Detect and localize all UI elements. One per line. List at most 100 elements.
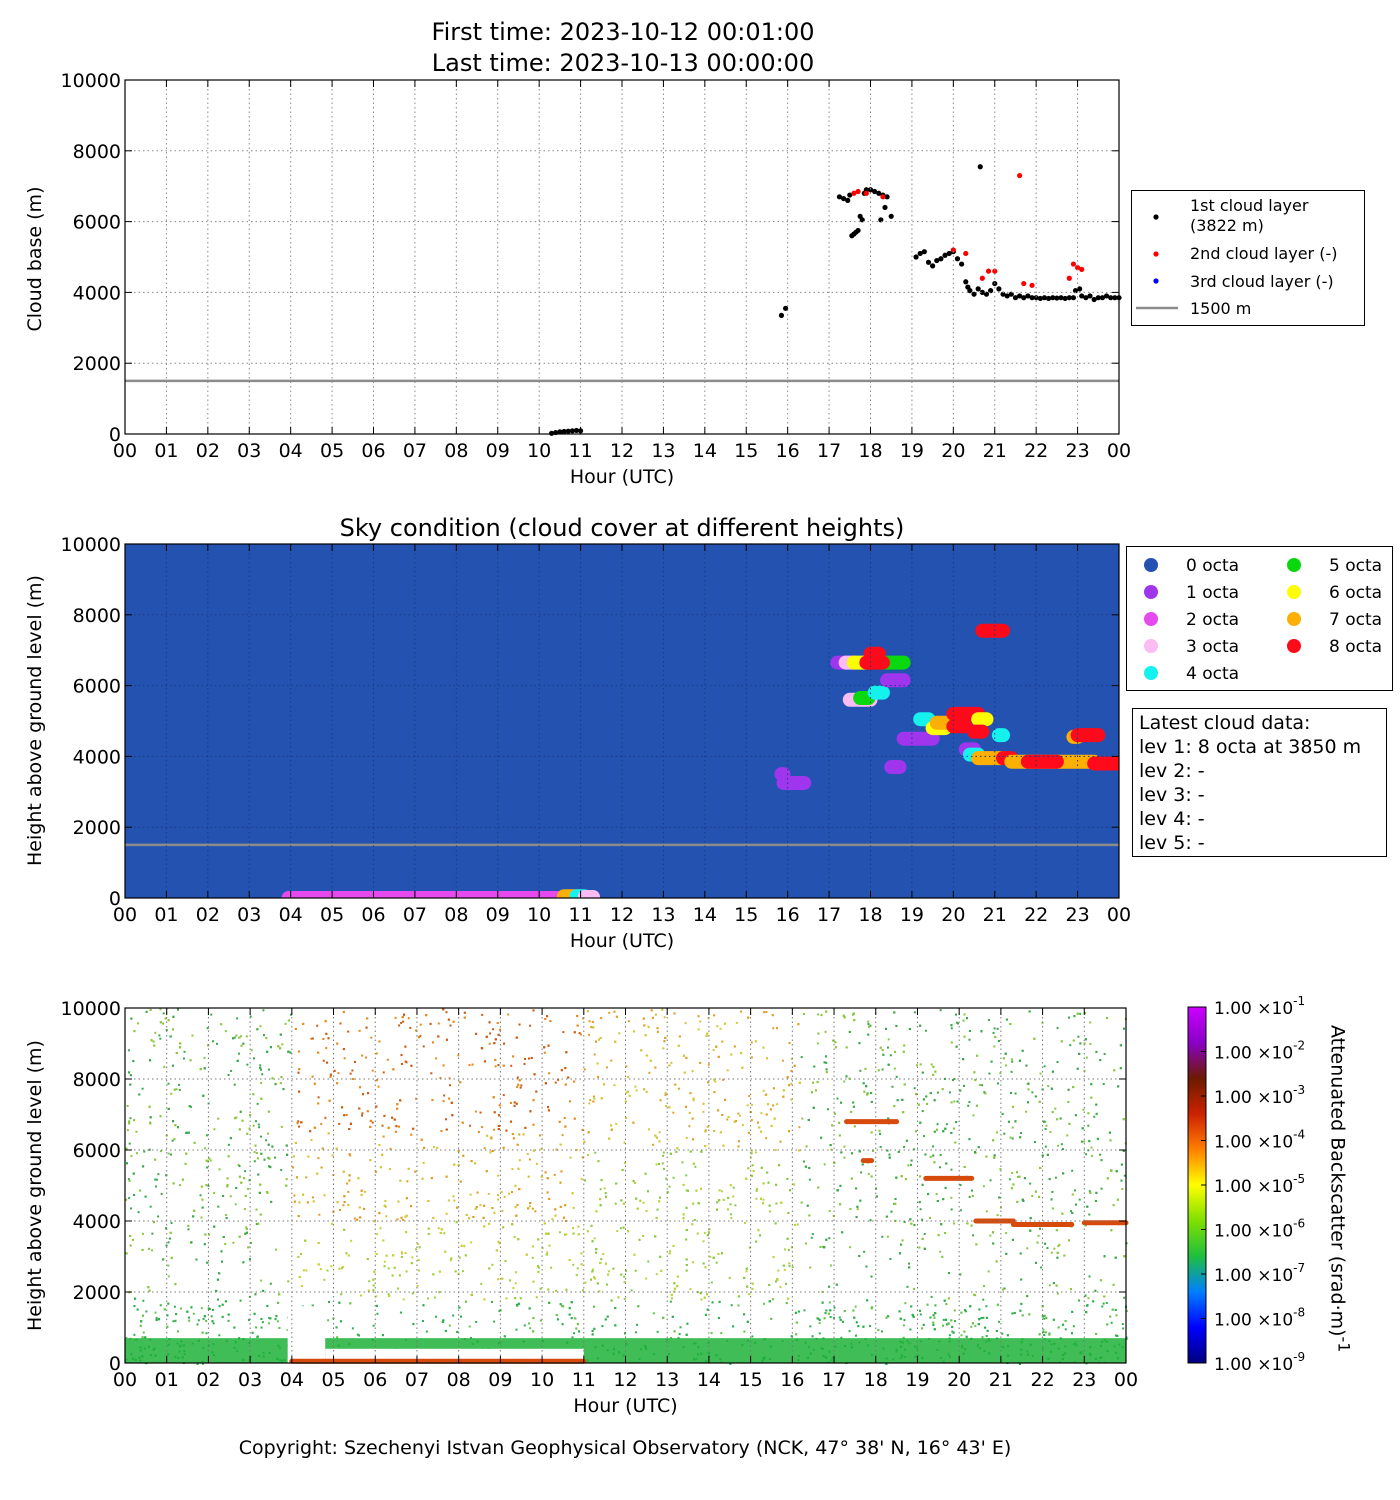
- backscatter-pixel: [752, 1169, 755, 1172]
- backscatter-pixel: [1078, 1052, 1081, 1055]
- backscatter-pixel: [330, 1222, 333, 1225]
- backscatter-pixel: [293, 1200, 296, 1203]
- octa-legend-label: 1 octa: [1186, 583, 1239, 603]
- backscatter-pixel: [311, 1304, 314, 1307]
- backscatter-pixel: [774, 1222, 777, 1225]
- backscatter-pixel: [772, 1087, 775, 1090]
- backscatter-pixel: [599, 1204, 602, 1207]
- backscatter-pixel: [258, 1126, 261, 1129]
- latest-cloud-data-box: Latest cloud data: lev 1: 8 octa at 3850…: [1132, 708, 1387, 857]
- backscatter-pixel: [337, 1072, 340, 1075]
- backscatter-pixel: [135, 1152, 138, 1155]
- backscatter-pixel: [421, 1177, 424, 1180]
- backscatter-pixel: [130, 1155, 133, 1158]
- backscatter-pixel: [494, 1065, 497, 1068]
- backscatter-pixel: [292, 1155, 295, 1158]
- backscatter-pixel: [1049, 1131, 1052, 1134]
- backscatter-pixel: [532, 1280, 535, 1283]
- backscatter-pixel: [253, 1312, 256, 1315]
- backscatter-pixel: [861, 1163, 864, 1166]
- data-point: [971, 291, 977, 297]
- backscatter-pixel: [381, 1334, 384, 1337]
- backscatter-pixel: [908, 1027, 911, 1030]
- backscatter-pixel: [489, 1032, 492, 1035]
- backscatter-pixel: [452, 1195, 455, 1198]
- backscatter-pixel: [523, 1062, 526, 1065]
- backscatter-pixel: [1037, 1234, 1040, 1237]
- backscatter-pixel: [1073, 1015, 1076, 1018]
- backscatter-pixel: [343, 1195, 346, 1198]
- backscatter-pixel: [312, 1200, 315, 1203]
- backscatter-pixel: [989, 1234, 992, 1237]
- backscatter-pixel: [545, 1253, 548, 1256]
- backscatter-pixel: [297, 1256, 300, 1259]
- backscatter-pixel: [405, 1197, 408, 1200]
- backscatter-pixel: [1058, 1243, 1061, 1246]
- backscatter-pixel: [347, 1190, 350, 1193]
- backscatter-pixel: [893, 1202, 896, 1205]
- backscatter-pixel: [662, 1167, 665, 1170]
- backscatter-pixel: [764, 1093, 767, 1096]
- backscatter-pixel: [790, 1098, 793, 1101]
- backscatter-pixel: [215, 1042, 218, 1045]
- data-point: [1021, 295, 1027, 301]
- backscatter-pixel: [200, 1307, 203, 1310]
- backscatter-pixel: [234, 1203, 237, 1206]
- backscatter-pixel: [1063, 1254, 1066, 1257]
- backscatter-pixel: [563, 1233, 566, 1236]
- backscatter-pixel: [1002, 1057, 1005, 1060]
- backscatter-pixel: [985, 1210, 988, 1213]
- backscatter-pixel: [503, 1335, 506, 1338]
- backscatter-pixel: [581, 1156, 584, 1159]
- data-point: [888, 213, 894, 219]
- backscatter-pixel: [1072, 1086, 1075, 1089]
- backscatter-pixel: [306, 1201, 309, 1204]
- backscatter-pixel: [497, 1194, 500, 1197]
- backscatter-pixel: [968, 1038, 971, 1041]
- backscatter-pixel: [852, 1012, 855, 1015]
- first-time-label: First time: 2023-10-12 00:01:00: [431, 18, 815, 46]
- backscatter-pixel: [937, 1234, 940, 1237]
- backscatter-pixel: [740, 1052, 743, 1055]
- backscatter-pixel: [707, 1231, 710, 1234]
- backscatter-pixel: [989, 1179, 992, 1182]
- backscatter-pixel: [261, 1073, 264, 1076]
- backscatter-pixel: [603, 1187, 606, 1190]
- backscatter-pixel: [516, 1204, 519, 1207]
- backscatter-pixel: [469, 1337, 472, 1340]
- backscatter-pixel: [343, 1114, 346, 1117]
- backscatter-pixel: [540, 1319, 543, 1322]
- data-point: [1000, 291, 1006, 297]
- backscatter-pixel: [704, 1145, 707, 1148]
- backscatter-pixel: [950, 1101, 953, 1104]
- backscatter-pixel: [167, 1241, 170, 1244]
- backscatter-pixel: [358, 1334, 361, 1337]
- backscatter-pixel: [452, 1020, 455, 1023]
- backscatter-pixel: [980, 1030, 983, 1033]
- backscatter-pixel: [869, 1024, 872, 1027]
- backscatter-pixel: [642, 1201, 645, 1204]
- y-tick-label: 2000: [73, 817, 121, 839]
- backscatter-pixel: [1095, 1332, 1098, 1335]
- y-tick-label: 6000: [73, 212, 121, 234]
- backscatter-pixel: [412, 1323, 415, 1326]
- backscatter-pixel: [445, 1175, 448, 1178]
- data-point: [1077, 286, 1083, 292]
- backscatter-pixel: [157, 1173, 160, 1176]
- backscatter-pixel: [568, 1100, 571, 1103]
- backscatter-pixel: [969, 1305, 972, 1308]
- backscatter-pixel: [1114, 1308, 1117, 1311]
- backscatter-pixel: [823, 1317, 826, 1320]
- backscatter-pixel: [167, 1019, 170, 1022]
- backscatter-pixel: [757, 1229, 760, 1232]
- backscatter-pixel: [656, 1027, 659, 1030]
- backscatter-pixel: [809, 1266, 812, 1269]
- octa-legend-marker: [1287, 612, 1301, 626]
- backscatter-pixel: [652, 1016, 655, 1019]
- backscatter-pixel: [570, 1301, 573, 1304]
- backscatter-pixel: [517, 1302, 520, 1305]
- backscatter-pixel: [291, 1166, 294, 1169]
- backscatter-pixel: [637, 1305, 640, 1308]
- x-tick-label: 00: [1107, 440, 1131, 462]
- backscatter-pixel: [600, 1258, 603, 1261]
